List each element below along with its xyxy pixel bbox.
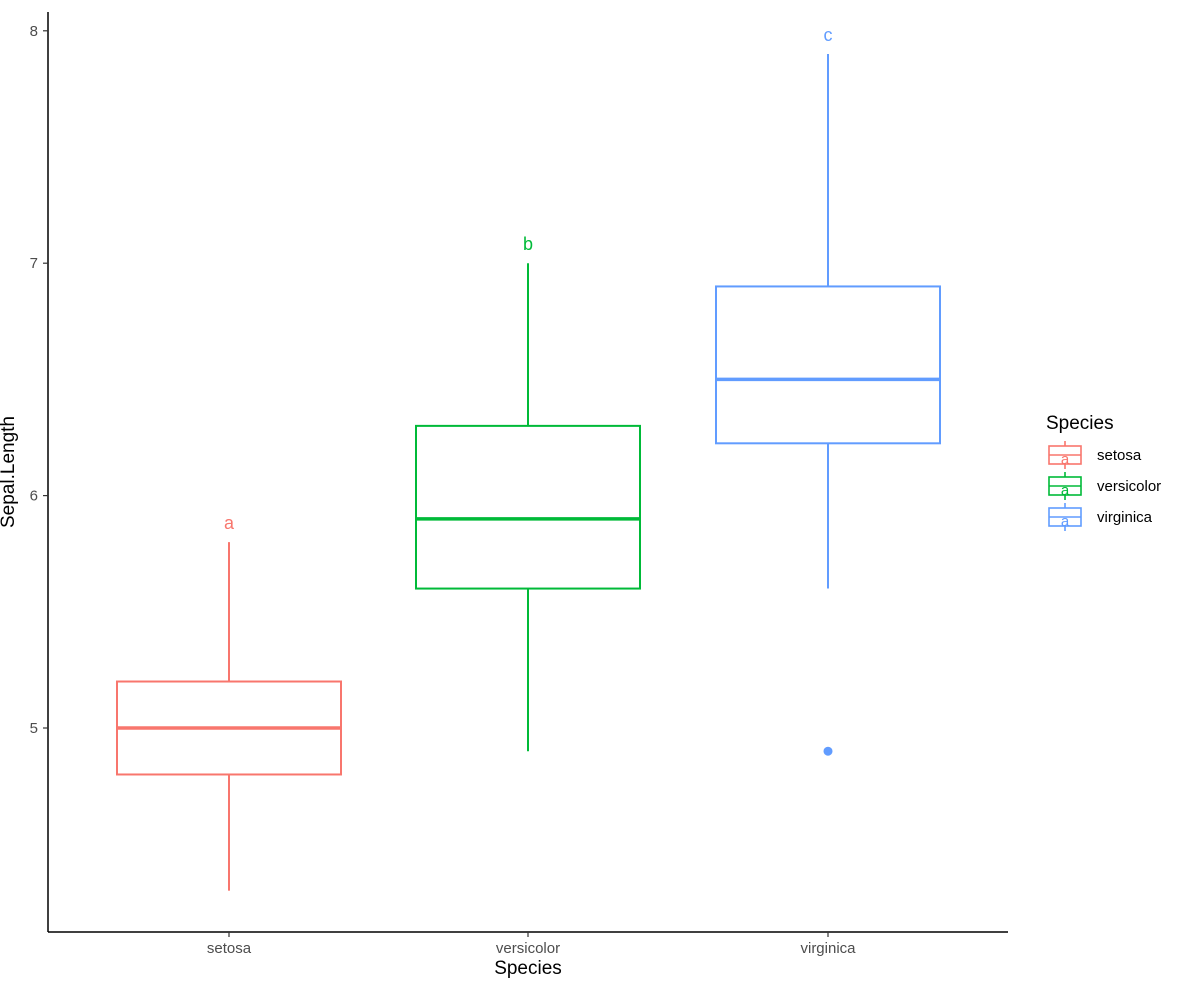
y-axis: 5 6 7 8 — [30, 12, 49, 932]
y-tick-label: 6 — [30, 488, 38, 505]
y-tick-label: 5 — [30, 720, 38, 737]
legend-label: virginica — [1097, 509, 1153, 526]
x-tick-label: virginica — [800, 940, 856, 957]
group-letter-label: b — [523, 234, 533, 254]
box-virginica: c — [715, 25, 941, 756]
legend-key-letter: a — [1061, 482, 1070, 499]
x-tick-label: setosa — [207, 940, 252, 957]
legend-title: Species — [1046, 413, 1114, 434]
box-iqr — [715, 285, 941, 445]
legend-item-virginica: a virginica — [1048, 503, 1153, 531]
x-tick-label: versicolor — [496, 940, 560, 957]
group-letter-label: c — [824, 25, 833, 45]
legend: Species a setosa a versicolor a virginica — [1046, 413, 1161, 531]
box-iqr — [415, 424, 641, 590]
y-tick-label: 8 — [30, 23, 38, 40]
y-axis-title: Sepal.Length — [0, 416, 19, 528]
x-axis-title: Species — [494, 958, 562, 979]
y-tick-label: 7 — [30, 255, 38, 272]
plot-area: a b c — [116, 25, 941, 891]
legend-label: setosa — [1097, 447, 1142, 464]
outlier-point — [823, 746, 833, 756]
legend-key-letter: a — [1061, 451, 1070, 468]
legend-item-versicolor: a versicolor — [1048, 472, 1161, 500]
legend-item-setosa: a setosa — [1048, 441, 1142, 469]
x-axis: setosa versicolor virginica — [48, 931, 1008, 957]
box-setosa: a — [116, 513, 342, 891]
box-versicolor: b — [415, 234, 641, 752]
group-letter-label: a — [224, 513, 235, 533]
legend-label: versicolor — [1097, 478, 1161, 495]
legend-key-letter: a — [1061, 513, 1070, 530]
